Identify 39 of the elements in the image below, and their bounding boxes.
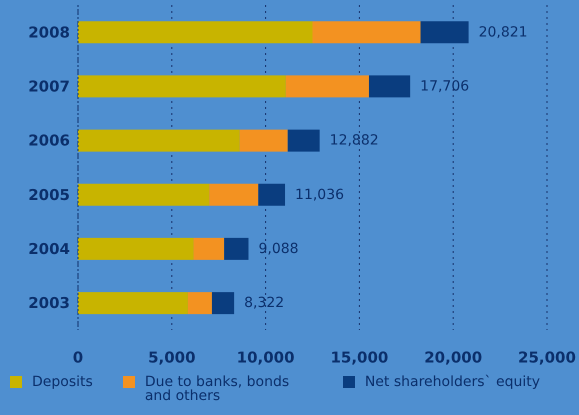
y-tick-label: 2004 [28, 240, 70, 258]
bar [209, 184, 258, 206]
total-label: 17,706 [420, 78, 470, 94]
x-tick-label: 0 [72, 348, 84, 367]
bar [78, 75, 286, 98]
total-label: 11,036 [295, 186, 344, 203]
total-label: 12,882 [330, 132, 379, 149]
total-label: 9,088 [258, 240, 299, 257]
legend-label: Due to banks, bonds and others [144, 374, 290, 404]
bar [224, 238, 248, 260]
bar [78, 21, 312, 44]
bar [78, 184, 210, 206]
legend-label: Deposits [32, 374, 93, 390]
y-tick-label: 2003 [28, 294, 70, 312]
bar [240, 130, 288, 152]
y-tick-label: 2007 [28, 78, 70, 96]
y-tick-label: 2008 [28, 23, 70, 42]
y-tick-label: 2005 [28, 186, 70, 204]
bar [286, 75, 369, 98]
bar [368, 75, 410, 98]
bar [312, 21, 421, 44]
x-tick-label: 15,000 [330, 348, 388, 367]
total-label: 20,821 [478, 24, 528, 40]
x-tick-label: 10,000 [236, 348, 295, 367]
x-tick-label: 25,000 [518, 348, 576, 367]
bar [78, 130, 240, 152]
bar [212, 292, 234, 314]
bar [188, 292, 212, 314]
bar [194, 238, 224, 260]
bar [420, 21, 469, 44]
total-label: 8,322 [244, 295, 284, 312]
y-tick-label: 2006 [28, 132, 70, 150]
bar [258, 184, 286, 206]
bar [78, 292, 188, 314]
bar [78, 238, 194, 260]
x-tick-label: 20,000 [424, 348, 482, 367]
x-tick-label: 5,000 [148, 348, 196, 367]
legend-label: Net shareholders` equity [364, 374, 540, 390]
bar [288, 130, 320, 152]
